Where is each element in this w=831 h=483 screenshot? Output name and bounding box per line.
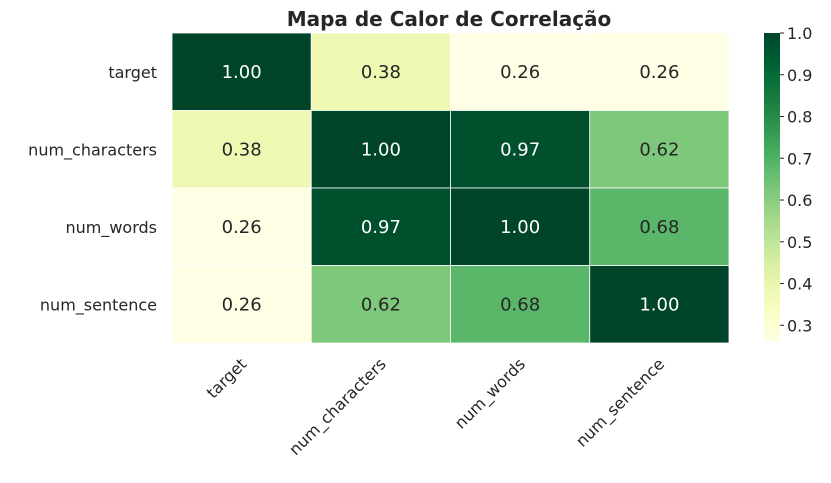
heatmap-cell — [171, 110, 312, 189]
cell-value-label: 0.97 — [500, 139, 540, 160]
colorbar-tick-label: 0.6 — [787, 191, 812, 210]
colorbar-tick-label: 0.9 — [787, 66, 812, 85]
heatmap-cell — [310, 187, 451, 266]
cell-value-label: 0.62 — [361, 294, 401, 315]
x-tick-label: num_sentence — [572, 354, 669, 451]
x-tick-label: target — [203, 354, 251, 402]
colorbar-tick-label: 0.5 — [787, 233, 812, 252]
heatmap-cell — [589, 110, 730, 189]
heatmap-cell — [310, 265, 451, 344]
colorbar-tick-label: 0.8 — [787, 108, 812, 127]
heatmap-cell — [171, 32, 312, 111]
heatmap-cell — [589, 32, 730, 111]
colorbar-tick-label: 1.0 — [787, 24, 812, 43]
colorbar-tick-label: 0.4 — [787, 275, 812, 294]
heatmap-cell — [450, 265, 591, 344]
x-tick-label: num_characters — [285, 354, 390, 459]
cell-value-label: 0.26 — [500, 62, 540, 83]
colorbar-gradient — [764, 33, 780, 342]
cell-value-label: 1.00 — [639, 294, 679, 315]
heatmap-cell — [589, 265, 730, 344]
chart-title: Mapa de Calor de Correlação — [287, 7, 612, 31]
cell-value-label: 0.38 — [361, 62, 401, 83]
heatmap-cell — [171, 265, 312, 344]
cell-value-label: 0.68 — [639, 217, 679, 238]
heatmap-cell — [589, 187, 730, 266]
cell-value-label: 0.38 — [222, 139, 262, 160]
heatmap-cells: 1.00 0.38 0.26 0.26 0.38 1.00 0.97 0.62 0.26 0.97… — [171, 32, 730, 344]
colorbar-tick-label: 0.3 — [787, 316, 812, 335]
cell-value-label: 0.62 — [639, 139, 679, 160]
colorbar: 0.3 0.4 0.5 0.6 0.7 0.8 0.9 1.0 — [764, 24, 812, 342]
cell-value-label: 0.26 — [639, 62, 679, 83]
x-tick-label: num_words — [451, 354, 530, 433]
cell-value-label: 0.68 — [500, 294, 540, 315]
y-tick-labels: target num_characters num_words num_sentenc… — [28, 63, 157, 316]
x-tick-labels: target num_characters num_words num_sentenc… — [203, 354, 669, 459]
cell-value-label: 0.26 — [222, 217, 262, 238]
colorbar-tick-label: 0.7 — [787, 149, 812, 168]
heatmap-cell — [450, 32, 591, 111]
cell-value-label: 0.97 — [361, 217, 401, 238]
cell-value-label: 0.26 — [222, 294, 262, 315]
y-tick-label: num_sentence — [40, 295, 157, 315]
heatmap-cell — [310, 32, 451, 111]
y-tick-label: num_words — [65, 218, 157, 238]
cell-value-label: 1.00 — [361, 139, 401, 160]
y-tick-label: num_characters — [28, 140, 157, 160]
cell-value-label: 1.00 — [500, 217, 540, 238]
cell-value-label: 1.00 — [222, 62, 262, 83]
heatmap-cell — [310, 110, 451, 189]
y-tick-label: target — [108, 63, 157, 82]
